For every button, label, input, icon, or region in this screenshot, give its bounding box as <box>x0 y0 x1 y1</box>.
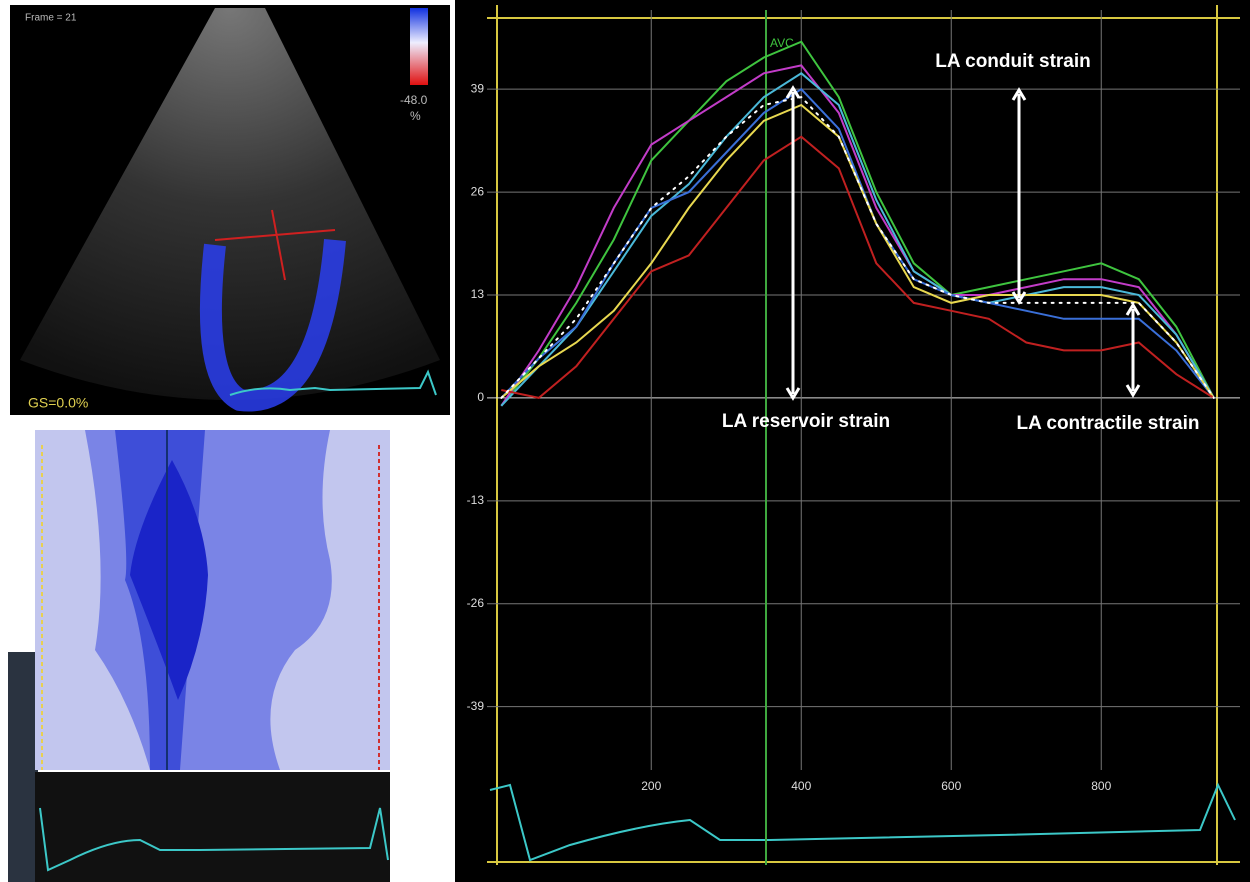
global-strain: GS=0.0% <box>28 395 88 411</box>
color-bar <box>410 8 428 85</box>
y-tick-label: 39 <box>471 81 485 95</box>
frame-label: Frame = 21 <box>25 13 77 24</box>
x-tick-label: 400 <box>791 779 811 793</box>
annotation: LA conduit strain <box>935 51 1091 72</box>
avc-label: AVC <box>770 36 794 50</box>
side-bar <box>8 652 38 882</box>
y-tick-label: 13 <box>471 287 485 301</box>
scale-value: -48.0 <box>400 93 428 107</box>
annotation: LA reservoir strain <box>722 411 890 432</box>
screen: Frame = 21 -48.0 % GS=0.0% 39 26 13 0 -13 -26… <box>0 0 1250 882</box>
y-tick-label: 26 <box>471 184 485 198</box>
mmode-strip <box>35 772 390 882</box>
x-tick-label: 200 <box>641 779 661 793</box>
y-tick-label: -26 <box>467 596 485 610</box>
y-tick-label: -39 <box>467 699 485 713</box>
x-tick-label: 600 <box>941 779 961 793</box>
x-tick-label: 800 <box>1091 779 1111 793</box>
y-tick-label: 0 <box>477 390 484 404</box>
y-tick-label: -13 <box>467 493 485 507</box>
annotation: LA contractile strain <box>1016 413 1199 434</box>
scale-unit: % <box>410 109 421 123</box>
